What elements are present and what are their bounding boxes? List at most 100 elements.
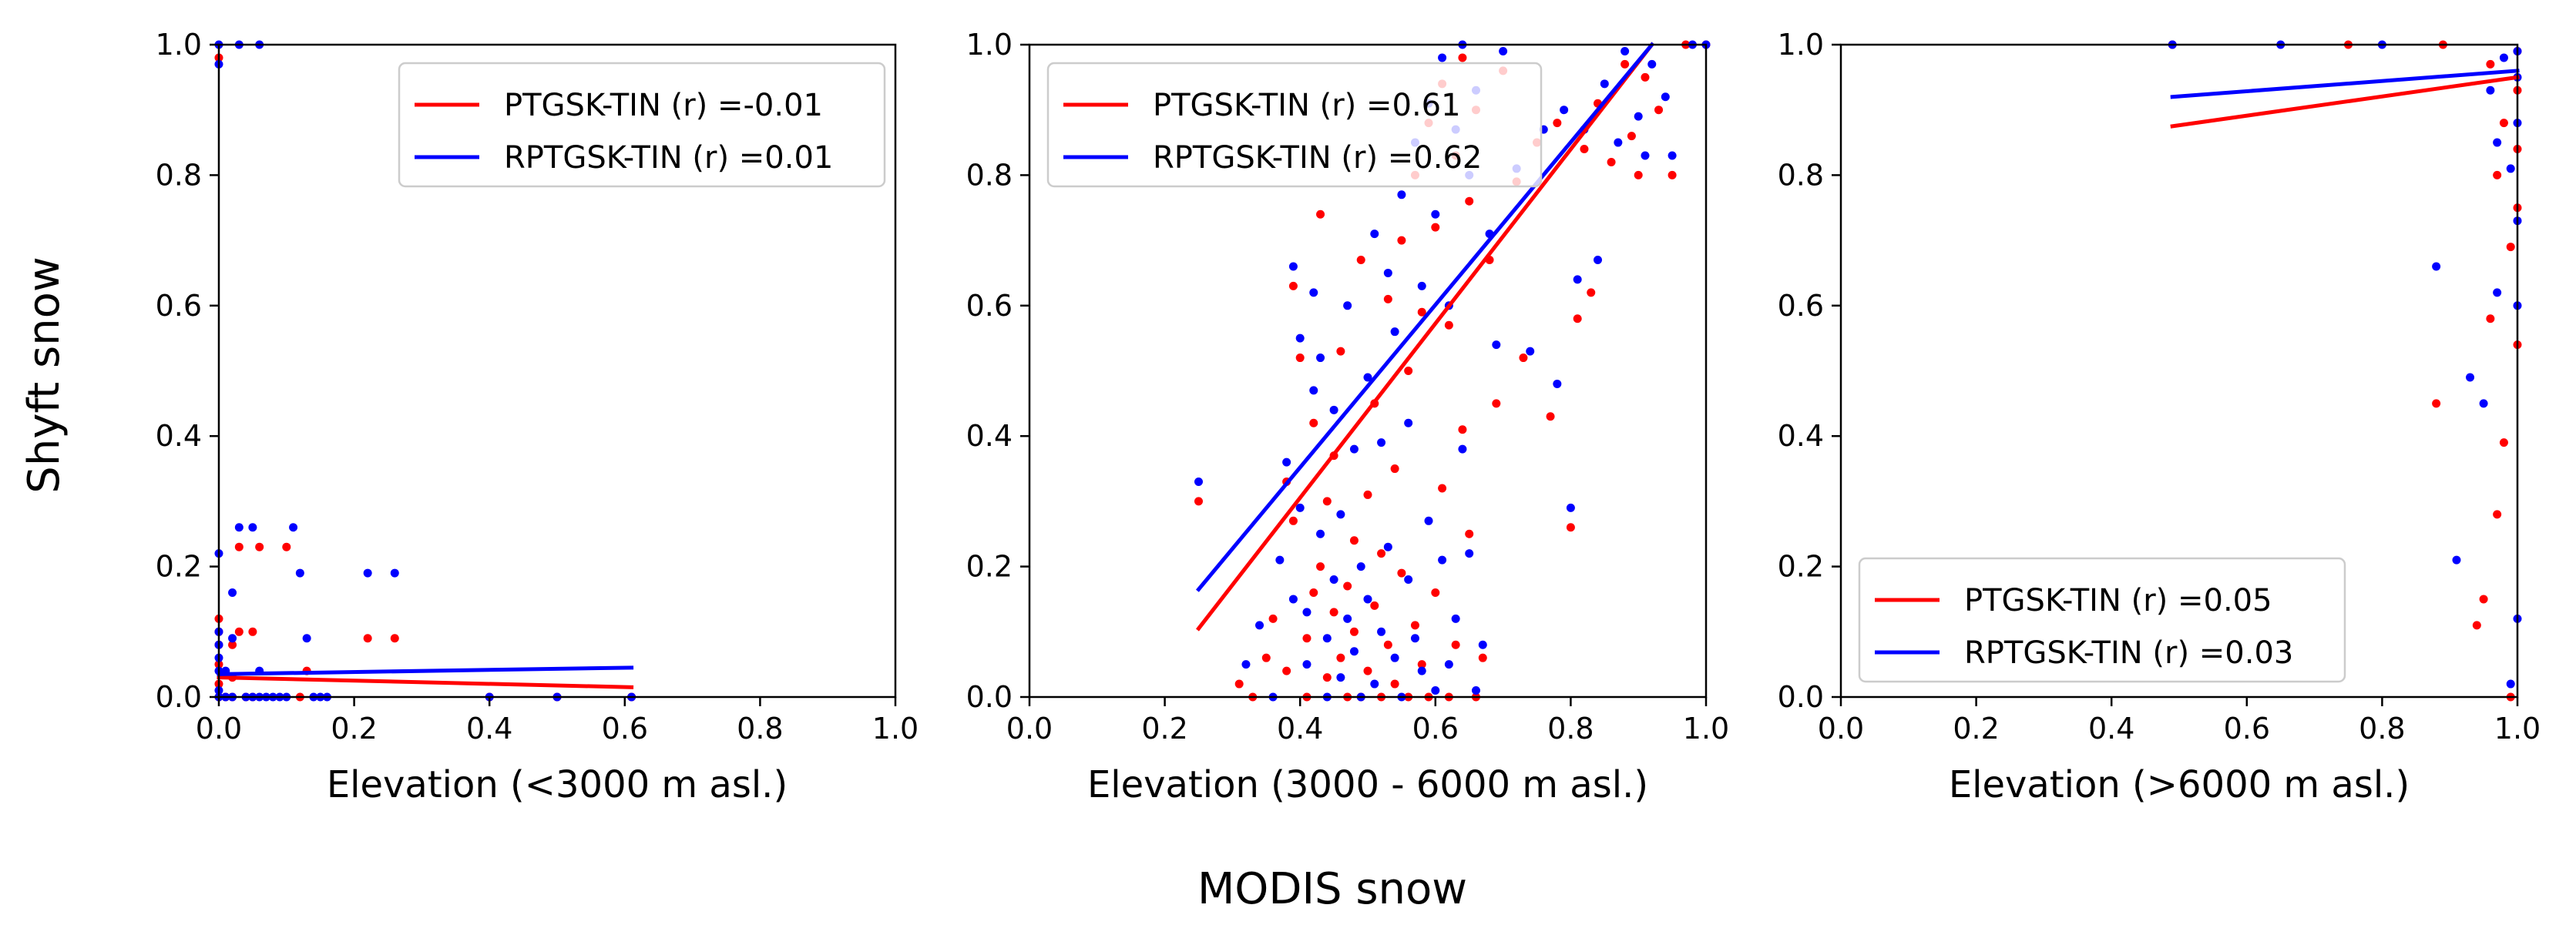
data-point bbox=[1383, 542, 1392, 551]
data-point bbox=[1444, 660, 1453, 669]
data-point bbox=[248, 627, 257, 636]
data-point bbox=[1329, 575, 1338, 585]
data-point bbox=[1587, 288, 1596, 297]
data-point bbox=[1438, 53, 1447, 62]
legend-label-rptgsk: RPTGSK-TIN (r) =0.62 bbox=[1153, 140, 1482, 176]
x-tick-label: 0.8 bbox=[2359, 712, 2405, 746]
legend-box bbox=[1858, 557, 2346, 683]
data-point bbox=[2432, 262, 2441, 271]
data-point bbox=[1302, 634, 1312, 643]
data-point bbox=[363, 634, 372, 643]
data-point bbox=[1255, 621, 1264, 630]
data-point bbox=[1343, 301, 1352, 310]
data-point bbox=[390, 634, 399, 643]
data-point bbox=[1553, 379, 1562, 388]
data-point bbox=[1417, 281, 1426, 290]
legend-box bbox=[398, 62, 886, 188]
data-point bbox=[1309, 588, 1318, 597]
x-tick-label: 0.0 bbox=[196, 712, 242, 746]
data-point bbox=[2486, 85, 2495, 95]
data-point bbox=[1295, 503, 1305, 512]
data-point bbox=[1194, 497, 1203, 506]
legend-box bbox=[1046, 62, 1543, 188]
data-point bbox=[1647, 59, 1657, 69]
y-tick-label: 0.8 bbox=[966, 158, 1013, 192]
data-point bbox=[1302, 608, 1312, 617]
data-point bbox=[1309, 386, 1318, 395]
data-point bbox=[1282, 457, 1291, 467]
data-point bbox=[2499, 53, 2508, 62]
legend: PTGSK-TIN (r) =0.61 RPTGSK-TIN (r) =0.62 bbox=[1046, 62, 1543, 188]
data-point bbox=[1295, 333, 1305, 343]
data-point bbox=[1620, 46, 1630, 55]
data-point bbox=[234, 627, 243, 636]
panel-1: 0.0 0.2 0.4 0.6 0.8 1.0 0.0 0.2 0.4 0.6 0.8 1.0 Elev… bbox=[156, 28, 919, 806]
data-point bbox=[234, 523, 243, 532]
data-point bbox=[2506, 164, 2515, 173]
data-point bbox=[1404, 575, 1413, 585]
data-point bbox=[1370, 230, 1379, 239]
data-point bbox=[1614, 138, 1623, 147]
data-point bbox=[1634, 170, 1643, 179]
data-point bbox=[1634, 112, 1643, 121]
data-point bbox=[1431, 209, 1440, 219]
x-axis-label: Elevation (<3000 m asl.) bbox=[327, 763, 788, 806]
data-point bbox=[1349, 647, 1359, 656]
data-point bbox=[1377, 438, 1386, 447]
x-tick-label: 0.8 bbox=[1547, 712, 1594, 746]
x-tick-label: 1.0 bbox=[2494, 712, 2541, 746]
figure-y-axis-label: Shyft snow bbox=[19, 256, 69, 493]
data-point bbox=[1377, 549, 1386, 558]
data-point bbox=[1288, 281, 1298, 290]
data-point bbox=[1471, 686, 1480, 695]
data-point bbox=[1410, 634, 1419, 643]
data-point bbox=[1492, 399, 1501, 408]
y-tick-label: 0.0 bbox=[156, 680, 202, 714]
panels: 0.0 0.2 0.4 0.6 0.8 1.0 0.0 0.2 0.4 0.6 0.8 1.0 Elev… bbox=[156, 28, 2541, 806]
data-point bbox=[1316, 529, 1325, 538]
data-point bbox=[1499, 46, 1508, 55]
x-tick-label: 0.4 bbox=[466, 712, 512, 746]
data-point bbox=[1417, 307, 1426, 317]
x-tick-label: 0.2 bbox=[331, 712, 377, 746]
data-point bbox=[1573, 275, 1582, 284]
data-point bbox=[2493, 288, 2502, 297]
legend: PTGSK-TIN (r) =0.05 RPTGSK-TIN (r) =0.03 bbox=[1858, 557, 2346, 683]
x-tick-label: 0.4 bbox=[1277, 712, 1323, 746]
series-rptgsk-points bbox=[1194, 40, 1711, 702]
data-point bbox=[2452, 555, 2461, 565]
data-point bbox=[1519, 354, 1528, 363]
data-point bbox=[1329, 405, 1338, 414]
x-tick-label: 0.2 bbox=[1141, 712, 1187, 746]
data-point bbox=[1627, 132, 1636, 141]
x-tick-label: 1.0 bbox=[872, 712, 919, 746]
data-point bbox=[1363, 666, 1372, 675]
data-point bbox=[1329, 608, 1338, 617]
x-tick-label: 0.4 bbox=[2088, 712, 2134, 746]
panel-2: 0.0 0.2 0.4 0.6 0.8 1.0 0.0 0.2 0.4 0.6 0.8 1.0 Elev… bbox=[966, 28, 1730, 806]
data-point bbox=[1194, 477, 1203, 486]
legend: PTGSK-TIN (r) =-0.01 RPTGSK-TIN (r) =0.01 bbox=[398, 62, 886, 188]
data-point bbox=[1458, 444, 1467, 454]
data-point bbox=[1356, 256, 1365, 265]
legend-label-ptgsk: PTGSK-TIN (r) =0.05 bbox=[1964, 583, 2272, 618]
y-tick-label: 0.4 bbox=[966, 419, 1013, 453]
fit-line-rptgsk bbox=[1195, 42, 1655, 592]
data-point bbox=[390, 568, 399, 578]
data-point bbox=[282, 542, 291, 551]
data-point bbox=[1261, 653, 1271, 662]
data-point bbox=[2472, 621, 2481, 630]
figure-x-axis-label: MODIS snow bbox=[1197, 864, 1467, 914]
legend-label-ptgsk: PTGSK-TIN (r) =-0.01 bbox=[504, 88, 823, 123]
fit-line-rptgsk bbox=[2170, 69, 2520, 99]
data-point bbox=[1383, 268, 1392, 277]
y-tick-label: 0.6 bbox=[966, 289, 1013, 323]
data-point bbox=[1600, 79, 1609, 89]
data-point bbox=[2486, 59, 2495, 69]
x-tick-label: 0.6 bbox=[602, 712, 648, 746]
data-point bbox=[1410, 621, 1419, 630]
data-point bbox=[1668, 151, 1677, 160]
data-point bbox=[1316, 562, 1325, 571]
data-point bbox=[1444, 320, 1453, 330]
